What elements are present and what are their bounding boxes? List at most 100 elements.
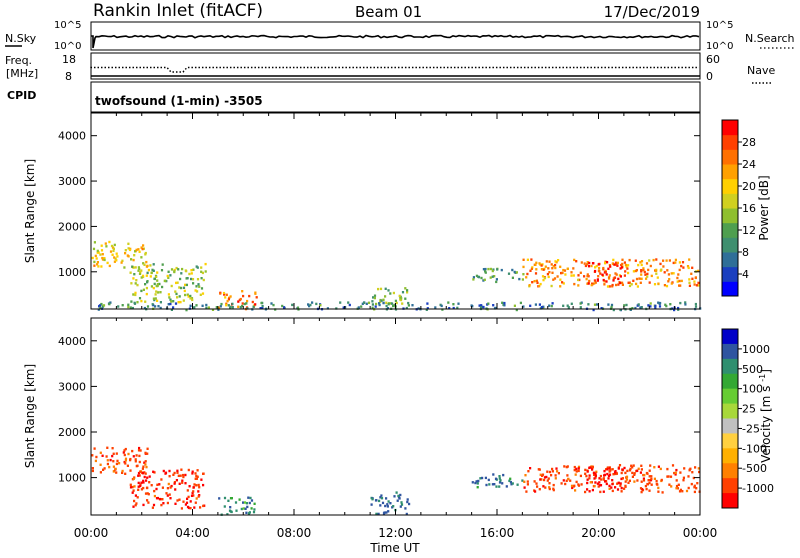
echo-cell	[591, 466, 594, 470]
echo-cell	[697, 467, 700, 470]
echo-cell	[126, 464, 129, 467]
echo-cell	[179, 300, 182, 304]
echo-cell	[137, 269, 140, 272]
echo-cell	[176, 296, 179, 299]
echo-cell	[406, 289, 409, 292]
echo-cell	[592, 308, 595, 312]
echo-cell	[393, 303, 396, 307]
echo-cell	[117, 305, 120, 308]
echo-cell	[548, 260, 551, 263]
echo-cell	[577, 467, 580, 470]
colorbar-cell	[722, 343, 738, 360]
echo-cell	[593, 484, 596, 488]
echo-cell	[407, 301, 410, 305]
echo-cell	[649, 464, 652, 467]
x-tick-label: 16:00	[480, 526, 515, 540]
echo-cell	[526, 483, 529, 486]
echo-cell	[215, 306, 218, 309]
echo-cell	[640, 277, 643, 280]
echo-cell	[182, 475, 185, 479]
echo-cell	[116, 459, 119, 463]
colorbar-cell	[722, 358, 738, 375]
echo-cell	[484, 267, 487, 271]
echo-cell	[121, 471, 124, 474]
echo-cell	[392, 304, 395, 308]
echo-cell	[118, 462, 121, 465]
echo-cell	[160, 503, 163, 507]
echo-cell	[590, 283, 593, 287]
echo-cell	[607, 267, 610, 270]
echo-cell	[181, 267, 184, 271]
freq-tick-top: 18	[62, 53, 76, 66]
echo-cell	[639, 281, 642, 284]
echo-cell	[634, 306, 637, 310]
echo-cell	[425, 308, 428, 311]
echo-cell	[141, 247, 144, 251]
echo-cell	[675, 484, 679, 488]
power-colorbar-label: Power [dB]	[757, 175, 771, 240]
echo-cell	[156, 279, 159, 282]
colorbar-cell	[722, 281, 738, 297]
echo-cell	[370, 503, 373, 506]
echo-cell	[541, 275, 545, 278]
echo-cell	[547, 477, 550, 480]
echo-cell	[586, 273, 589, 276]
colorbar-cell	[722, 208, 738, 224]
echo-cell	[577, 274, 580, 277]
velocity-x-ticks	[90, 318, 701, 515]
echo-cell	[148, 475, 151, 478]
echo-cell	[653, 477, 656, 480]
echo-cell	[613, 263, 616, 266]
echo-cell	[136, 464, 139, 467]
colorbar-cell	[722, 134, 738, 150]
echo-cell	[629, 467, 632, 471]
echo-cell	[586, 470, 589, 473]
echo-cell	[244, 507, 247, 510]
echo-cell	[169, 274, 172, 277]
echo-cell	[99, 451, 102, 454]
echo-cell	[190, 272, 193, 275]
echo-cell	[474, 481, 477, 485]
x-tick-label: 00:00	[683, 526, 718, 540]
echo-cell	[184, 482, 187, 485]
echo-cell	[648, 259, 651, 262]
echo-cell	[577, 465, 581, 469]
echo-cell	[502, 473, 505, 477]
echo-cell	[242, 294, 245, 298]
echo-cell	[638, 277, 641, 280]
echo-cell	[196, 469, 199, 472]
echo-cell	[698, 470, 701, 474]
echo-cell	[509, 480, 512, 484]
echo-cell	[529, 467, 532, 470]
echo-cell	[522, 265, 525, 269]
echo-cell	[124, 249, 127, 252]
echo-cell	[106, 459, 109, 462]
echo-cell	[139, 483, 142, 486]
echo-cell	[522, 305, 525, 308]
echo-cell	[379, 496, 382, 499]
nsearch-tick-top: 10^5	[706, 20, 733, 31]
echo-cell	[146, 280, 149, 283]
echo-cell	[508, 479, 511, 482]
colorbar-tick-label: 8	[742, 246, 749, 259]
echo-cell	[105, 455, 108, 458]
nsearch-label: N.Search	[745, 32, 795, 45]
echo-cell	[131, 485, 134, 489]
echo-cell	[136, 301, 139, 304]
echo-cell	[191, 470, 194, 473]
echo-cell	[640, 480, 643, 483]
echo-cell	[407, 304, 410, 307]
echo-cell	[106, 446, 109, 449]
echo-cell	[384, 504, 387, 508]
echo-cell	[526, 480, 529, 483]
echo-cell	[542, 306, 545, 310]
echo-cell	[129, 483, 132, 486]
echo-cell	[379, 287, 383, 291]
echo-cell	[380, 497, 384, 500]
echo-cell	[566, 465, 569, 468]
echo-cell	[662, 259, 665, 262]
echo-cell	[138, 446, 141, 450]
echo-cell	[688, 281, 691, 284]
echo-cell	[204, 270, 207, 273]
echo-cell	[481, 476, 484, 480]
